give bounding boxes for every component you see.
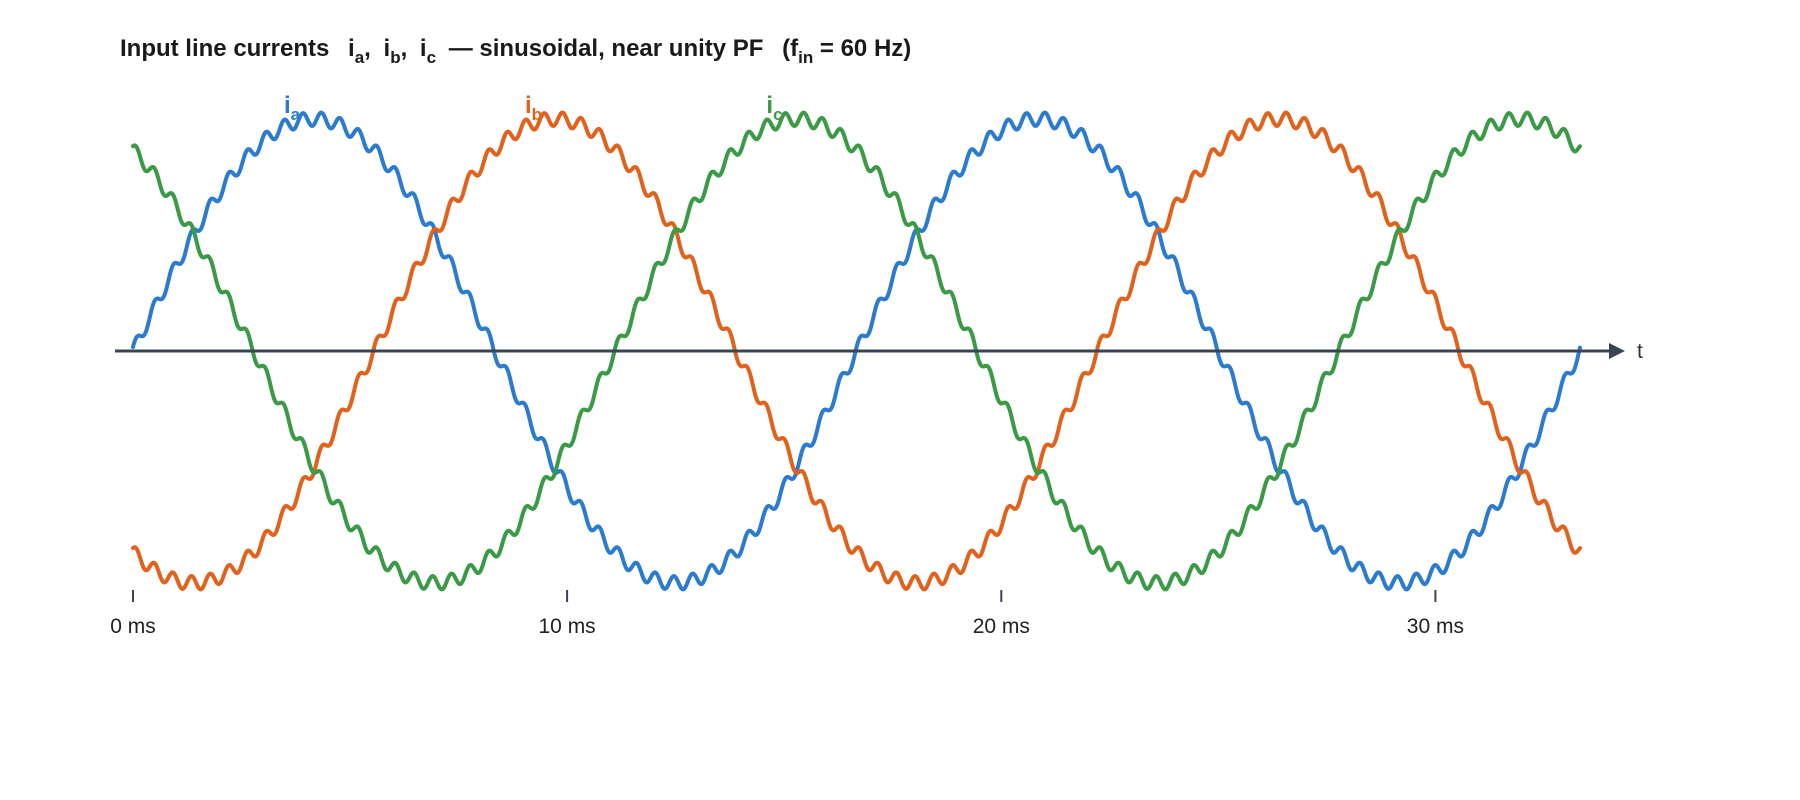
series-curves	[131, 110, 1582, 592]
series-labels: ia ib ic	[284, 92, 783, 124]
tick-label: 10 ms	[539, 615, 596, 638]
series-line-a	[131, 110, 1582, 592]
series-label-b: ib	[525, 92, 542, 124]
series-label-a: ia	[284, 92, 301, 124]
series-line-c	[131, 110, 1582, 592]
time-axis-label: t	[1637, 340, 1643, 363]
time-axis-arrowhead	[1609, 343, 1625, 359]
chart-title: Input line currents ia, ib, ic — sinusoi…	[120, 35, 911, 69]
series-label-c: ic	[766, 92, 782, 124]
time-ticks: 0 ms 10 ms 20 ms 30 ms	[110, 590, 1464, 638]
tick-label: 20 ms	[973, 615, 1030, 638]
tick-label: 30 ms	[1407, 615, 1464, 638]
series-line-b	[131, 110, 1582, 592]
tick-label: 0 ms	[110, 615, 156, 638]
